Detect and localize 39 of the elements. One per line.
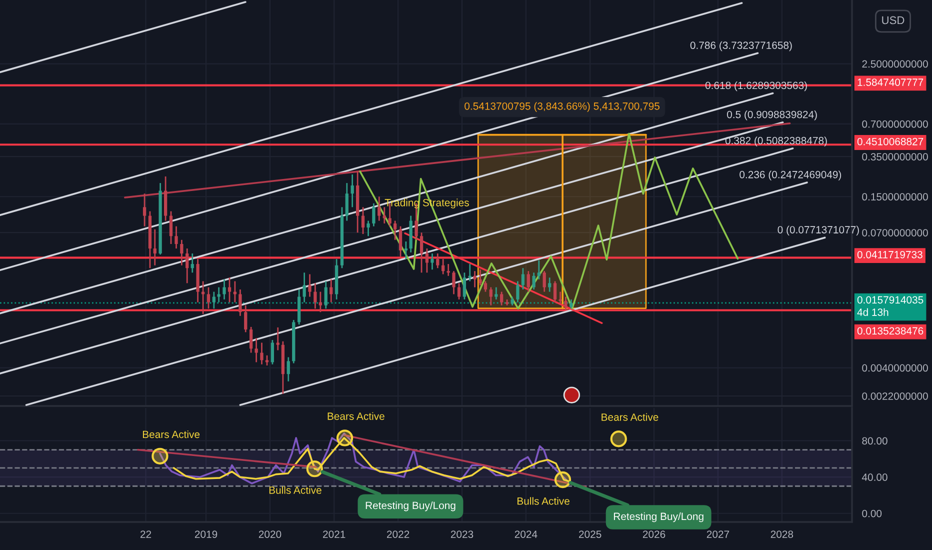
- x-tick-label: 2022: [386, 530, 410, 538]
- series-label: 0 (0.0771371077): [778, 226, 859, 236]
- y-tick-label: 80.00: [862, 437, 888, 445]
- x-tick-label: 22: [140, 530, 152, 538]
- series-label: Bears Active: [602, 413, 658, 421]
- ref-line-label: 1.5847407777: [858, 78, 924, 86]
- x-tick-label: 2025: [579, 530, 602, 538]
- y-tick-label: 0.7000000000: [862, 120, 928, 128]
- ref-line-label: 0.0135238476: [857, 327, 924, 335]
- ref-line-label: 0.0411719733: [857, 250, 922, 258]
- x-tick-label: 2028: [770, 530, 794, 538]
- x-tick-label: 2027: [706, 530, 730, 538]
- y-tick-label: 0.00: [862, 510, 882, 518]
- x-tick-label: 2026: [642, 530, 666, 538]
- ref-line-label: 0.4510068827: [857, 138, 924, 146]
- annotation: Retesting Buy/Long: [614, 512, 704, 522]
- y-tick-label: 0.0040000000: [862, 364, 928, 372]
- y-tick-label: 40.00: [862, 474, 888, 481]
- series-label: 0.236 (0.2472469049): [740, 170, 842, 180]
- series-label: Bulls Active: [518, 497, 570, 505]
- series-label: 0.786 (3.7323771658): [690, 41, 792, 52]
- y-tick-label: 0.0700000000: [862, 229, 928, 236]
- x-tick-label: 2020: [258, 530, 282, 538]
- y-tick-label: 0.0022000000: [862, 392, 928, 400]
- x-tick-label: 2024: [514, 530, 538, 538]
- series-label: Bulls Active: [269, 486, 322, 494]
- y-tick-label: 2.5000000000: [862, 60, 928, 68]
- x-tick-label: 2021: [323, 530, 346, 538]
- annotation: Retesting Buy/Long: [366, 502, 456, 512]
- x-tick-label: 2019: [194, 530, 218, 538]
- series-label: Bears Active: [328, 412, 384, 420]
- ref-line-label: 0.0157914035 4d 13h: [857, 296, 924, 316]
- y-axis-title: USD: [882, 16, 904, 24]
- y-tick-label: 0.1500000000: [862, 193, 928, 201]
- series-label: 0.5 (0.9098839824): [727, 110, 817, 120]
- y-tick-label: 0.3500000000: [862, 153, 928, 160]
- x-tick-label: 2023: [450, 530, 474, 538]
- series-label: Bears Active: [142, 430, 200, 438]
- text: 0.5413700795 (3,843.66%) 5,413,700,795: [464, 102, 660, 112]
